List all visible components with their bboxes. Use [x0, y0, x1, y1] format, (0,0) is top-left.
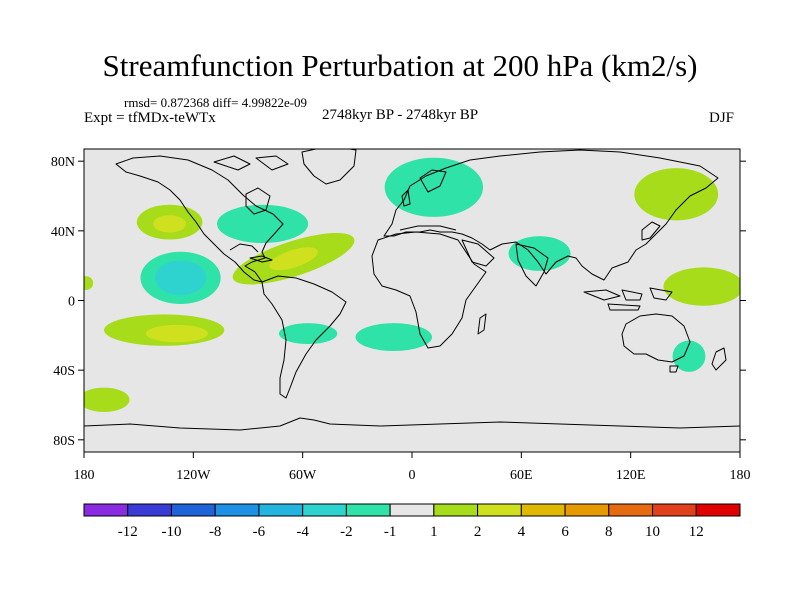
colorbar-label: -12 — [118, 524, 138, 540]
y-tick-label: 0 — [68, 295, 75, 310]
colorbar-swatch — [127, 503, 172, 517]
colorbar-swatch — [608, 503, 654, 517]
plot-title: Streamfunction Perturbation at 200 hPa (… — [102, 48, 698, 83]
stats-subtitle: rmsd= 0.872368 diff= 4.99822e-09 — [124, 95, 308, 110]
british-isles — [401, 189, 411, 207]
y-tick-label: 40S — [53, 364, 75, 379]
eurasia-coast — [383, 149, 719, 281]
x-tick-label: 120W — [176, 468, 211, 483]
antarctica-coast — [84, 417, 740, 431]
cuba — [249, 255, 273, 263]
anomaly-region-17 — [84, 276, 94, 291]
colorbar-label: -4 — [296, 524, 309, 540]
x-tick-label: 180 — [730, 468, 751, 483]
madagascar — [477, 313, 487, 335]
colorbar: -12 -10 -8 -6 -4 -2 -1 1 2 4 6 8 10 12 — [83, 503, 741, 540]
y-axis: 80N 40N 0 40S 80S — [51, 155, 746, 449]
map-panel — [83, 148, 741, 453]
colorbar-label: 2 — [474, 524, 482, 540]
colorbar-swatch — [83, 503, 129, 517]
indian-subcontinent — [515, 243, 549, 287]
period-label: 2748kyr BP - 2748kyr BP — [322, 107, 479, 123]
scandinavia — [419, 169, 447, 193]
colorbar-swatch — [302, 503, 347, 517]
colorbar-label: 6 — [561, 524, 569, 540]
colorbar-label: 12 — [689, 524, 704, 540]
australia-coast — [621, 313, 691, 363]
experiment-label: Expt = tfMDx-teWTx — [84, 110, 216, 126]
colorbar-label: 8 — [605, 524, 613, 540]
anomaly-region-15 — [672, 340, 706, 372]
colorbar-swatch — [652, 503, 697, 517]
anomaly-region-9 — [278, 323, 338, 345]
anomaly-region-12 — [508, 236, 571, 271]
north-america-coast — [115, 155, 284, 283]
colorbar-swatch — [695, 503, 741, 517]
gulf-of-mexico — [229, 243, 259, 253]
colorbar-swatch — [477, 503, 522, 517]
tasmania — [669, 365, 679, 373]
arctic-islands — [213, 155, 289, 171]
colorbar-label: 10 — [645, 524, 660, 540]
colorbar-label: 4 — [518, 524, 526, 540]
colorbar-swatch — [345, 503, 391, 517]
x-tick-label: 60E — [510, 468, 533, 483]
anomaly-region-14 — [663, 267, 740, 306]
x-tick-label: 180 — [74, 468, 95, 483]
y-tick-label: 80S — [53, 434, 75, 449]
mediterranean — [399, 225, 457, 231]
anomaly-region-6 — [217, 204, 309, 244]
anomaly-layer — [84, 157, 740, 412]
x-tick-label: 60W — [289, 468, 317, 483]
anomaly-region-5 — [145, 324, 208, 343]
colorbar-label: -8 — [209, 524, 222, 540]
colorbar-swatch — [214, 503, 260, 517]
colorbar-swatch — [520, 503, 566, 517]
arabian-peninsula — [461, 239, 495, 267]
colorbar-label: -2 — [340, 524, 353, 540]
colorbar-label: -10 — [161, 524, 181, 540]
colorbar-label: -6 — [253, 524, 266, 540]
colorbar-label: 1 — [430, 524, 438, 540]
colorbar-swatch — [389, 503, 435, 517]
colorbar-swatch — [433, 503, 479, 517]
colorbar-swatch — [564, 503, 610, 517]
greenland — [301, 149, 357, 185]
coastlines — [84, 149, 740, 431]
x-axis: 180 120W 60W 0 60E 120E 180 — [74, 452, 751, 483]
new-zealand — [711, 347, 727, 371]
anomaly-region-11 — [384, 157, 484, 217]
colorbar-label: -1 — [384, 524, 397, 540]
anomaly-region-3 — [155, 260, 207, 296]
anomaly-region-8 — [269, 247, 318, 271]
y-tick-label: 80N — [51, 155, 75, 170]
anomaly-region-10 — [355, 323, 433, 351]
y-tick-label: 40N — [51, 225, 75, 240]
colorbar-swatch — [258, 503, 304, 517]
anomaly-region-13 — [634, 168, 719, 221]
south-america-coast — [261, 275, 347, 399]
x-tick-label: 0 — [409, 468, 416, 483]
x-tick-label: 120E — [616, 468, 646, 483]
japan — [641, 221, 661, 241]
colorbar-swatch — [170, 503, 216, 517]
anomaly-region-1 — [153, 215, 187, 233]
africa-coast — [371, 231, 487, 349]
indonesia-islands — [583, 287, 673, 311]
anomaly-region-16 — [84, 387, 130, 412]
season-label: DJF — [709, 110, 735, 126]
hudson-bay — [245, 187, 271, 215]
